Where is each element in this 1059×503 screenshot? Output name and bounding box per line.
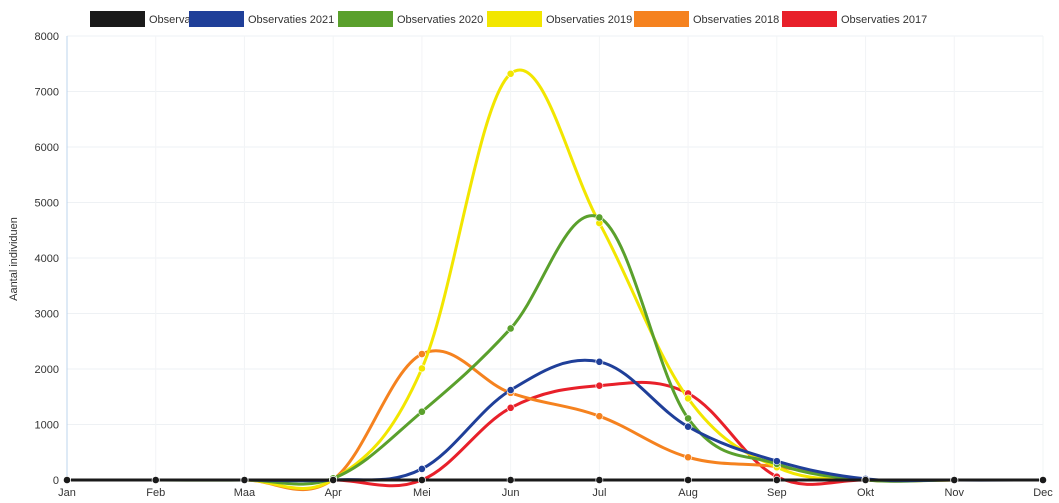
data-point[interactable] xyxy=(418,476,426,484)
y-tick-label: 3000 xyxy=(35,309,59,321)
legend-swatch xyxy=(634,11,689,27)
data-point[interactable] xyxy=(595,213,604,222)
legend-swatch xyxy=(487,11,542,27)
data-point[interactable] xyxy=(684,394,692,403)
legend-label: Observaties 2020 xyxy=(397,14,483,26)
x-tick-label: Dec xyxy=(1033,487,1053,499)
legend-item[interactable]: Observaties 2020 xyxy=(338,11,483,27)
series-points xyxy=(63,69,1047,484)
data-point[interactable] xyxy=(506,386,515,394)
data-point[interactable] xyxy=(506,324,515,333)
data-point[interactable] xyxy=(684,453,692,462)
y-axis-ticks: 0 1000 2000 3000 4000 5000 6000 7000 8000 xyxy=(35,31,59,487)
x-tick-label: Nov xyxy=(944,487,964,499)
grid xyxy=(66,35,1044,481)
x-tick-label: Okt xyxy=(857,487,874,499)
legend: Observaties 2022Observaties 2021Observat… xyxy=(90,11,927,27)
legend-item[interactable]: Observaties 2017 xyxy=(782,11,927,27)
x-axis-ticks: Jan Feb Maa Apr Mei Jun Jul Aug Sep Okt Nov Dec xyxy=(58,487,1053,499)
legend-swatch xyxy=(189,11,244,27)
x-tick-label: Jul xyxy=(592,487,606,499)
data-point[interactable] xyxy=(418,350,426,358)
data-point[interactable] xyxy=(418,464,426,473)
data-point[interactable] xyxy=(684,476,692,484)
data-point[interactable] xyxy=(595,412,604,421)
data-point[interactable] xyxy=(595,476,604,484)
data-point[interactable] xyxy=(506,403,515,412)
data-point[interactable] xyxy=(861,476,870,484)
x-tick-label: Feb xyxy=(146,487,165,499)
x-tick-label: Jan xyxy=(58,487,76,499)
y-tick-label: 1000 xyxy=(35,420,59,432)
data-point[interactable] xyxy=(418,407,426,416)
data-point[interactable] xyxy=(418,364,426,373)
data-point[interactable] xyxy=(240,476,249,484)
legend-swatch xyxy=(338,11,393,27)
data-point[interactable] xyxy=(684,422,692,431)
data-point[interactable] xyxy=(329,476,338,484)
y-tick-label: 8000 xyxy=(35,31,59,43)
legend-swatch xyxy=(782,11,837,27)
legend-label: Observaties 2017 xyxy=(841,14,927,26)
legend-item[interactable]: Observaties 2018 xyxy=(634,11,779,27)
legend-item[interactable]: Observaties 2019 xyxy=(487,11,632,27)
legend-label: Observaties 2019 xyxy=(546,14,632,26)
series-line-2 xyxy=(65,214,1045,486)
y-tick-label: 0 xyxy=(53,475,59,487)
series-line-4 xyxy=(65,349,1045,492)
legend-item[interactable]: Observaties 2021 xyxy=(189,11,334,27)
x-tick-label: Aug xyxy=(678,487,698,499)
x-tick-label: Apr xyxy=(325,487,342,499)
legend-label: Observaties 2021 xyxy=(248,14,334,26)
y-tick-label: 4000 xyxy=(35,253,59,265)
series-line-3 xyxy=(65,68,1045,490)
data-point[interactable] xyxy=(684,414,692,423)
data-point[interactable] xyxy=(151,476,160,484)
data-point[interactable] xyxy=(1039,476,1047,484)
series-line-1 xyxy=(65,358,1045,483)
x-tick-label: Jun xyxy=(502,487,520,499)
y-tick-label: 5000 xyxy=(35,198,59,210)
data-point[interactable] xyxy=(506,476,515,484)
legend-label: Observaties 2018 xyxy=(693,14,779,26)
data-point[interactable] xyxy=(595,381,604,390)
data-point[interactable] xyxy=(772,476,781,484)
data-point[interactable] xyxy=(595,357,604,366)
legend-swatch xyxy=(90,11,145,27)
series-lines xyxy=(65,68,1045,492)
series-line-5 xyxy=(65,380,1045,488)
x-tick-label: Maa xyxy=(234,487,256,499)
y-tick-label: 2000 xyxy=(35,364,59,376)
y-axis-title: Aantal individuen xyxy=(8,217,20,301)
y-tick-label: 7000 xyxy=(35,87,59,99)
data-point[interactable] xyxy=(772,457,781,466)
data-point[interactable] xyxy=(950,476,959,484)
x-tick-label: Mei xyxy=(413,487,431,499)
data-point[interactable] xyxy=(506,69,515,78)
y-tick-label: 6000 xyxy=(35,142,59,154)
x-tick-label: Sep xyxy=(767,487,787,499)
data-point[interactable] xyxy=(63,476,71,484)
